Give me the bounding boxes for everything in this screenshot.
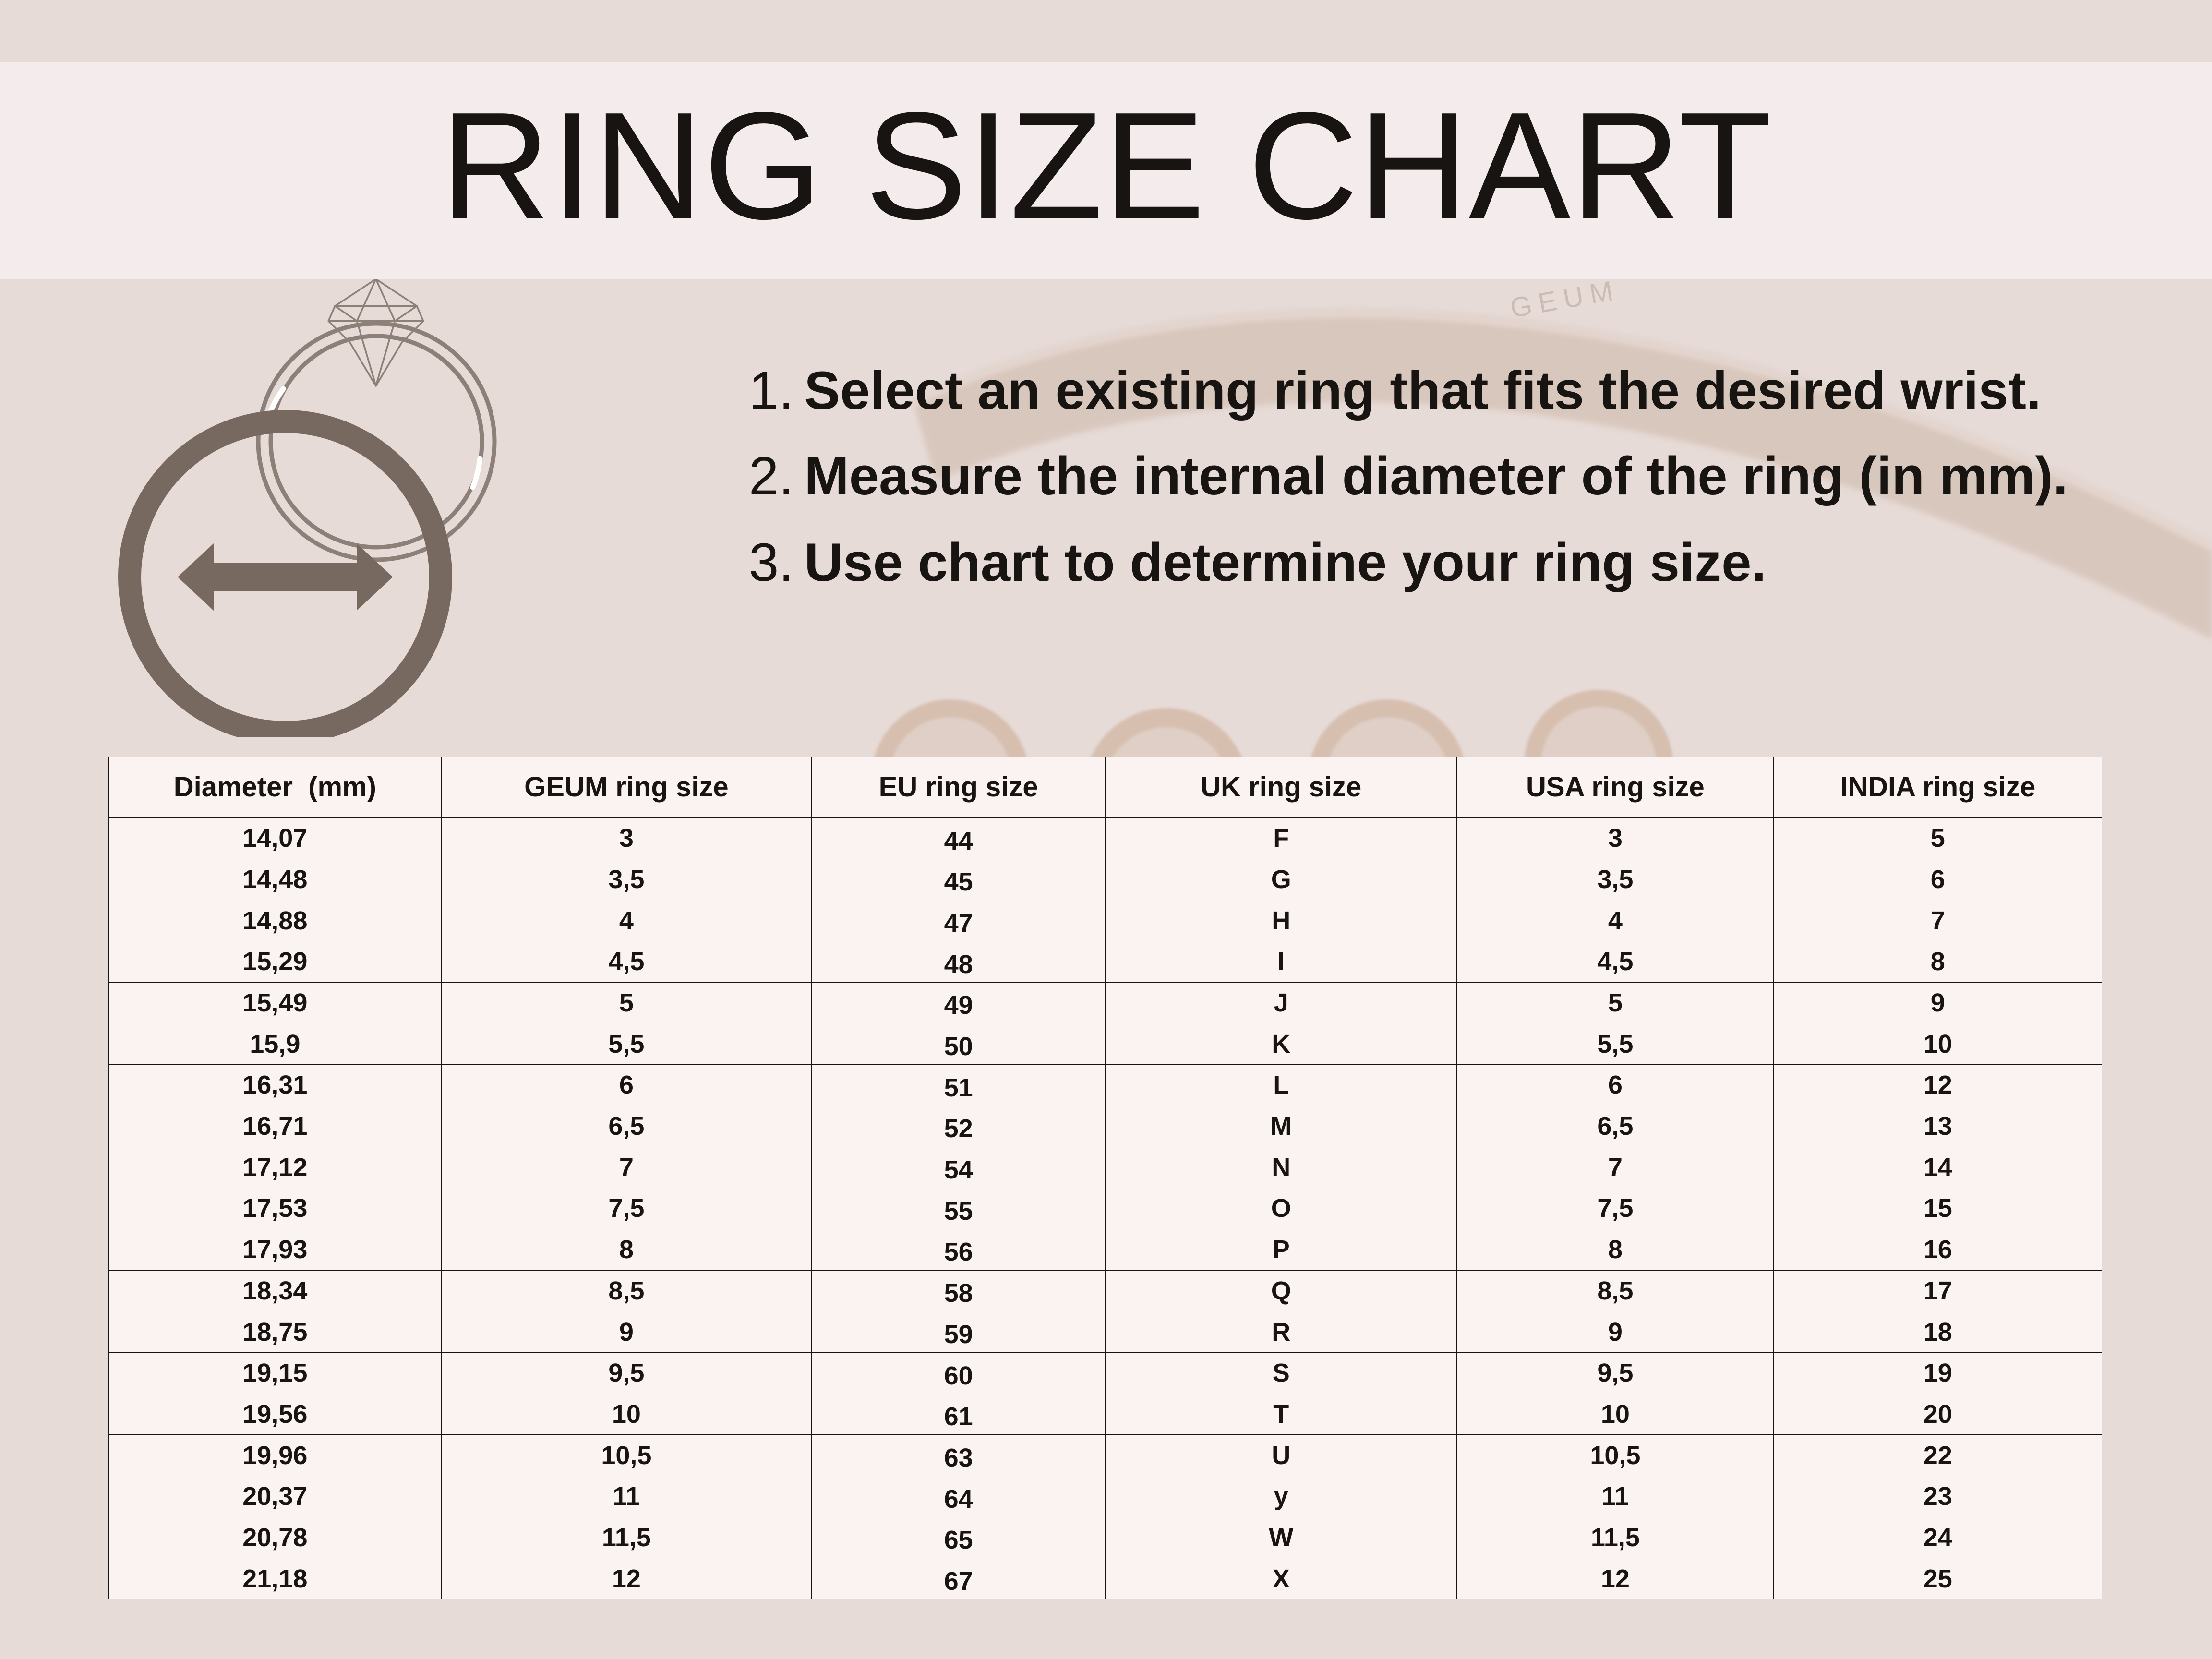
svg-text:GEUM: GEUM [1508, 279, 1622, 324]
